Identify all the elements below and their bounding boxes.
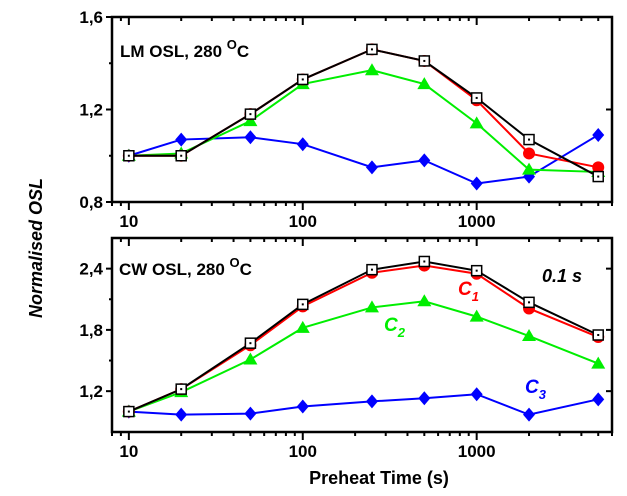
panel-title: LM OSL, 280 OC	[120, 37, 249, 61]
marker-c2	[417, 77, 432, 90]
lm-osl-panel: 10 100 1000 0,8 1,2 1,6 LM OSL, 280 OC	[79, 8, 614, 231]
y-tick-label: 1,2	[79, 101, 103, 120]
marker-total-dot	[301, 303, 304, 306]
marker-c2	[469, 116, 484, 129]
marker-c3	[523, 407, 536, 422]
y-tick-label: 1,8	[79, 321, 103, 340]
marker-c3	[418, 153, 431, 168]
marker-c3	[418, 391, 431, 406]
panel-title: CW OSL, 280 OC	[119, 255, 252, 279]
marker-total-dot	[180, 388, 183, 391]
x-axis-label: Preheat Time (s)	[309, 468, 449, 488]
marker-total-dot	[180, 154, 183, 157]
x-tick-label: 100	[289, 212, 317, 231]
y-tick-label: 1,6	[79, 8, 103, 27]
series-label-c2: C2	[384, 315, 406, 340]
marker-c3	[244, 130, 257, 145]
marker-c3	[175, 407, 188, 422]
marker-c2	[364, 63, 379, 76]
marker-c2	[469, 309, 484, 322]
x-tick-label: 100	[289, 442, 317, 461]
marker-c3	[296, 399, 309, 414]
x-tick-label: 1000	[458, 442, 496, 461]
marker-c2	[591, 356, 606, 369]
y-tick-label: 0,8	[79, 193, 103, 212]
marker-total-dot	[370, 48, 373, 51]
x-tick-label: 10	[119, 442, 138, 461]
series-label-c3: C3	[525, 377, 547, 402]
marker-c3	[470, 387, 483, 402]
marker-total-dot	[127, 410, 130, 413]
marker-c2	[364, 300, 379, 313]
marker-c1	[592, 161, 605, 174]
marker-c3	[592, 392, 605, 407]
marker-c3	[592, 127, 605, 142]
marker-total-dot	[423, 59, 426, 62]
x-tick-label: 10	[119, 212, 138, 231]
marker-c3	[365, 394, 378, 409]
marker-total-dot	[597, 334, 600, 336]
marker-c3	[365, 160, 378, 175]
marker-total-dot	[370, 268, 373, 271]
marker-total-dot	[528, 301, 531, 304]
y-tick-label: 2,4	[79, 260, 103, 279]
marker-total-dot	[597, 175, 600, 178]
marker-total-dot	[423, 260, 426, 263]
y-tick-label: 1,2	[79, 382, 103, 401]
marker-total-dot	[301, 78, 304, 81]
x-tick-label: 1000	[458, 212, 496, 231]
marker-c1	[523, 147, 536, 160]
marker-c3	[175, 132, 188, 147]
marker-total-dot	[475, 96, 478, 99]
marker-c2	[417, 294, 432, 307]
panel-annotation: 0.1 s	[542, 266, 582, 286]
marker-c3	[244, 406, 257, 421]
marker-c3	[296, 137, 309, 152]
marker-total-dot	[528, 138, 531, 141]
marker-c2	[522, 329, 537, 342]
marker-total-dot	[249, 342, 252, 345]
y-axis-label: Normalised OSL	[26, 178, 46, 318]
plot-frame	[110, 236, 614, 434]
series-label-c1: C1	[458, 279, 479, 304]
cw-osl-panel: 10 100 1000 1,2 1,8 2,4 C3 C2 C1 CW OSL, 280 OC 0.…	[79, 236, 614, 461]
marker-total-dot	[127, 154, 130, 157]
marker-total-dot	[249, 113, 252, 116]
marker-c2	[295, 320, 310, 333]
marker-c2	[243, 352, 258, 365]
marker-c3	[470, 176, 483, 191]
marker-total-dot	[475, 269, 478, 272]
marker-c2	[522, 162, 537, 175]
